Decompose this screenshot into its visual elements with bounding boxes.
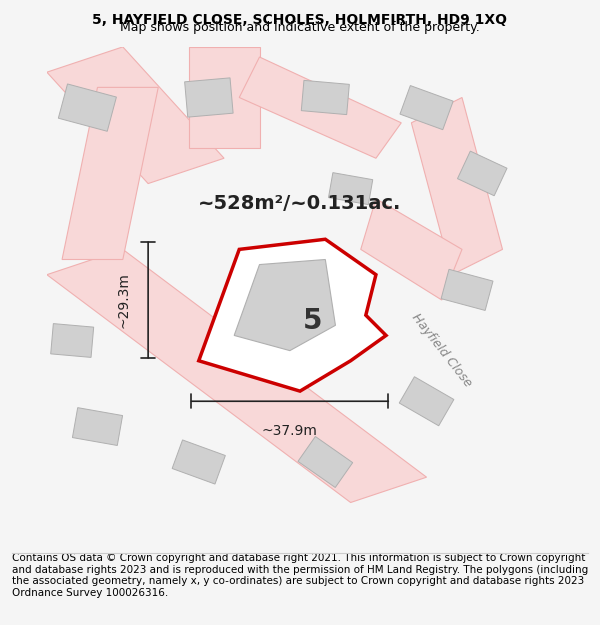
Text: 5: 5 xyxy=(303,307,322,335)
Text: Hayfield Close: Hayfield Close xyxy=(409,311,475,390)
Bar xyxy=(172,440,226,484)
Bar xyxy=(73,408,122,446)
Polygon shape xyxy=(361,199,462,300)
Polygon shape xyxy=(62,88,158,259)
Polygon shape xyxy=(47,47,224,184)
Bar xyxy=(50,324,94,357)
Bar xyxy=(457,151,507,196)
Polygon shape xyxy=(188,47,260,148)
Text: ~528m²/~0.131ac.: ~528m²/~0.131ac. xyxy=(199,194,401,213)
Bar xyxy=(399,377,454,426)
Bar xyxy=(301,81,349,114)
Text: 5, HAYFIELD CLOSE, SCHOLES, HOLMFIRTH, HD9 1XQ: 5, HAYFIELD CLOSE, SCHOLES, HOLMFIRTH, H… xyxy=(92,13,508,27)
Polygon shape xyxy=(199,239,386,391)
Text: ~29.3m: ~29.3m xyxy=(116,272,130,328)
Text: ~37.9m: ~37.9m xyxy=(262,424,318,438)
Text: Map shows position and indicative extent of the property.: Map shows position and indicative extent… xyxy=(120,21,480,34)
Polygon shape xyxy=(47,249,427,502)
Bar xyxy=(58,84,116,131)
Polygon shape xyxy=(234,259,335,351)
Bar xyxy=(441,269,493,311)
Bar xyxy=(400,86,453,130)
Polygon shape xyxy=(412,98,503,275)
Bar xyxy=(298,436,353,488)
Text: Contains OS data © Crown copyright and database right 2021. This information is : Contains OS data © Crown copyright and d… xyxy=(12,553,588,598)
Polygon shape xyxy=(239,57,401,158)
Bar xyxy=(185,78,233,117)
Bar xyxy=(328,173,373,204)
